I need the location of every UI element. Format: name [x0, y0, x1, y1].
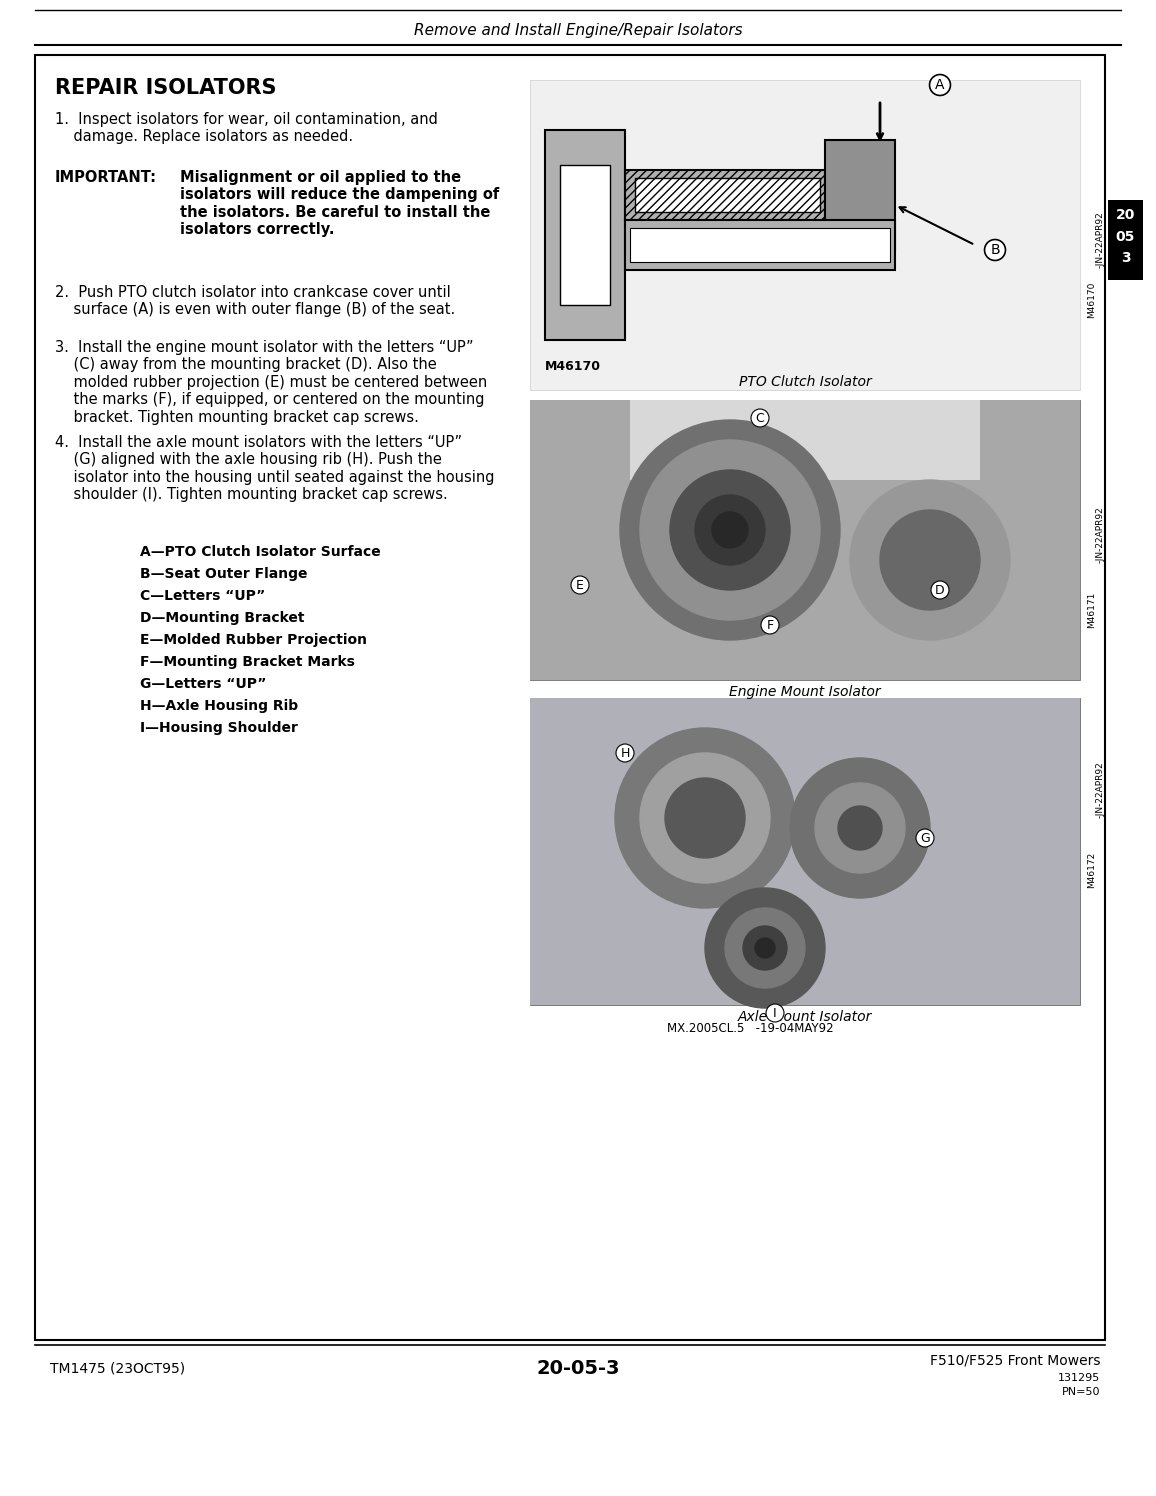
Text: M46171: M46171	[1088, 592, 1097, 628]
Text: Engine Mount Isolator: Engine Mount Isolator	[729, 685, 881, 699]
Text: PN=50: PN=50	[1061, 1387, 1101, 1397]
Text: Axle Mount Isolator: Axle Mount Isolator	[738, 1010, 872, 1023]
Circle shape	[755, 938, 775, 957]
Text: -JN-22APR92: -JN-22APR92	[1096, 507, 1104, 564]
Text: C: C	[756, 411, 764, 425]
Circle shape	[615, 729, 795, 908]
Text: D—Mounting Bracket: D—Mounting Bracket	[140, 610, 304, 625]
Bar	[630, 227, 890, 262]
Text: Remove and Install Engine/Repair Isolators: Remove and Install Engine/Repair Isolato…	[414, 22, 742, 37]
Text: H: H	[621, 747, 630, 760]
Circle shape	[743, 926, 787, 969]
Circle shape	[838, 806, 882, 850]
Text: -JN-22APR92: -JN-22APR92	[1096, 211, 1104, 268]
Circle shape	[620, 420, 840, 640]
Bar	[825, 141, 895, 250]
Bar	[529, 699, 1080, 1005]
Circle shape	[790, 758, 929, 898]
Bar	[625, 171, 825, 220]
Bar	[529, 399, 1080, 681]
Text: 2.  Push PTO clutch isolator into crankcase cover until
    surface (A) is even : 2. Push PTO clutch isolator into crankca…	[55, 286, 455, 317]
Text: F—Mounting Bracket Marks: F—Mounting Bracket Marks	[140, 655, 355, 669]
Text: Misalignment or oil applied to the
isolators will reduce the dampening of
the is: Misalignment or oil applied to the isola…	[180, 171, 499, 238]
Text: 3: 3	[1120, 251, 1131, 265]
Bar	[35, 55, 1105, 1340]
Text: C—Letters “UP”: C—Letters “UP”	[140, 589, 265, 603]
Text: 3.  Install the engine mount isolator with the letters “UP”
    (C) away from th: 3. Install the engine mount isolator wit…	[55, 340, 487, 425]
Text: D: D	[935, 583, 944, 597]
Bar	[625, 220, 895, 269]
Bar	[635, 178, 820, 212]
Text: A—PTO Clutch Isolator Surface: A—PTO Clutch Isolator Surface	[140, 545, 380, 560]
Text: M46170: M46170	[1088, 281, 1097, 319]
Text: I—Housing Shoulder: I—Housing Shoulder	[140, 721, 298, 735]
Text: I: I	[773, 1007, 777, 1019]
Text: E—Molded Rubber Projection: E—Molded Rubber Projection	[140, 633, 366, 646]
Text: M46170: M46170	[544, 361, 601, 373]
Text: E: E	[576, 579, 584, 591]
Text: F510/F525 Front Mowers: F510/F525 Front Mowers	[929, 1352, 1101, 1367]
Text: TM1475 (23OCT95): TM1475 (23OCT95)	[50, 1361, 185, 1375]
Circle shape	[665, 778, 744, 859]
Text: M46172: M46172	[1088, 851, 1097, 889]
Text: A: A	[935, 78, 944, 91]
Bar	[560, 165, 610, 305]
Circle shape	[880, 510, 980, 610]
Circle shape	[725, 908, 805, 987]
Text: 1.  Inspect isolators for wear, oil contamination, and
    damage. Replace isola: 1. Inspect isolators for wear, oil conta…	[55, 112, 438, 145]
Circle shape	[670, 470, 790, 589]
Text: PTO Clutch Isolator: PTO Clutch Isolator	[739, 375, 872, 389]
Text: B: B	[991, 242, 1000, 257]
Bar	[544, 130, 625, 340]
Text: G: G	[920, 832, 929, 845]
Text: 20: 20	[1116, 208, 1135, 221]
Circle shape	[815, 782, 905, 874]
Text: H—Axle Housing Rib: H—Axle Housing Rib	[140, 699, 298, 714]
Text: 4.  Install the axle mount isolators with the letters “UP”
    (G) aligned with : 4. Install the axle mount isolators with…	[55, 435, 495, 503]
Text: G—Letters “UP”: G—Letters “UP”	[140, 678, 266, 691]
Circle shape	[640, 440, 820, 619]
Bar	[529, 399, 1080, 681]
Bar	[1107, 200, 1143, 280]
Circle shape	[695, 495, 765, 565]
Text: MX.2005CL.5   -19-04MAY92: MX.2005CL.5 -19-04MAY92	[667, 1022, 833, 1035]
Text: F: F	[766, 618, 773, 631]
Bar	[625, 171, 825, 220]
Circle shape	[705, 889, 825, 1008]
Circle shape	[712, 512, 748, 548]
Circle shape	[640, 752, 770, 883]
Text: 05: 05	[1116, 230, 1135, 244]
Text: B—Seat Outer Flange: B—Seat Outer Flange	[140, 567, 307, 580]
Bar	[529, 79, 1080, 390]
Bar	[630, 399, 980, 480]
Text: IMPORTANT:: IMPORTANT:	[55, 171, 157, 186]
Bar	[529, 699, 1080, 1005]
Text: REPAIR ISOLATORS: REPAIR ISOLATORS	[55, 78, 276, 99]
Text: 131295: 131295	[1058, 1373, 1101, 1382]
Circle shape	[850, 480, 1010, 640]
Text: 20-05-3: 20-05-3	[536, 1358, 620, 1378]
Text: -JN-22APR92: -JN-22APR92	[1096, 761, 1104, 818]
